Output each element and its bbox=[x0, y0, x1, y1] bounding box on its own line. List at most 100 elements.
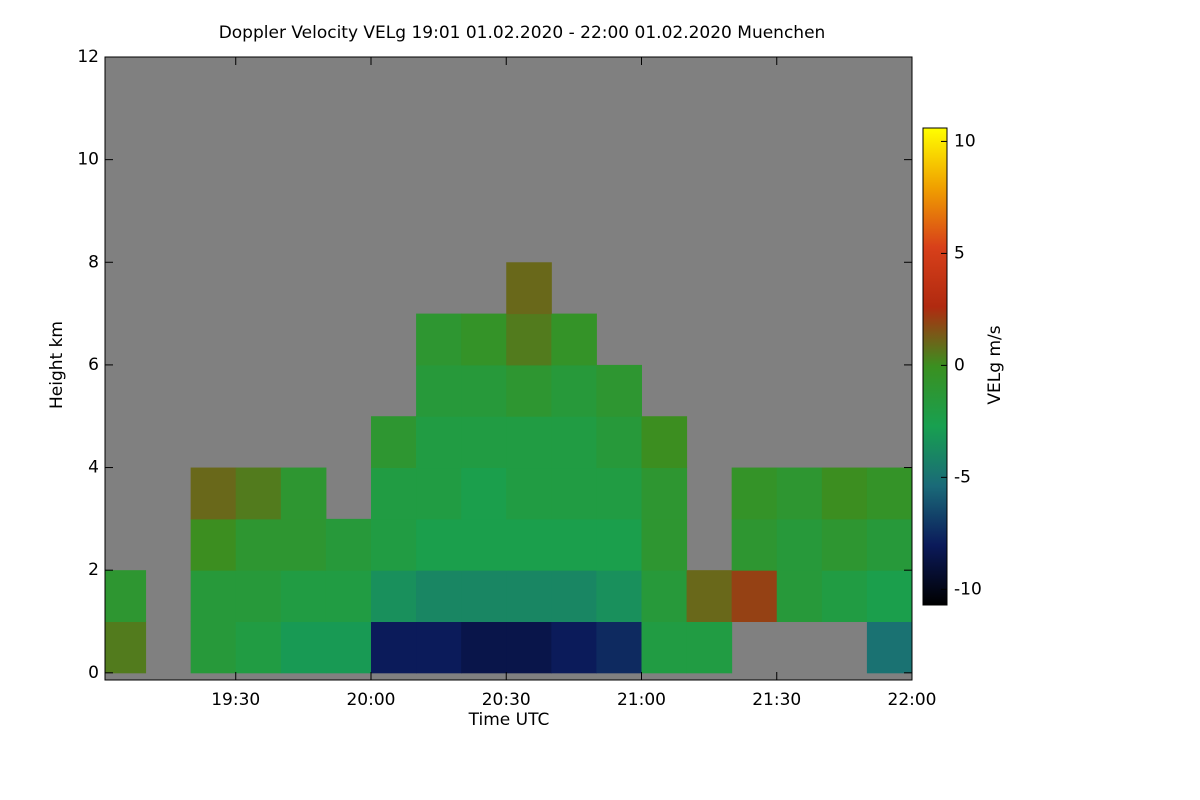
heatmap-cell bbox=[776, 518, 823, 571]
heatmap-cell bbox=[551, 467, 597, 520]
heatmap-cell bbox=[235, 467, 282, 520]
heatmap-cell bbox=[686, 570, 733, 622]
y-axis-label: Height km bbox=[47, 321, 67, 409]
heatmap-cell bbox=[416, 416, 462, 469]
plot-frame bbox=[104, 56, 913, 681]
colorbar-label: VELg m/s bbox=[985, 325, 1005, 404]
heatmap-cell bbox=[596, 416, 642, 469]
heatmap-cell bbox=[190, 570, 237, 622]
heatmap-cell bbox=[596, 518, 642, 571]
heatmap-cell bbox=[641, 570, 688, 622]
heatmap-cell bbox=[370, 621, 417, 674]
heatmap-cell bbox=[596, 570, 642, 622]
heatmap-cell bbox=[461, 518, 507, 571]
heatmap-cell bbox=[866, 621, 913, 674]
heatmap-cell bbox=[190, 518, 237, 571]
heatmap-cell bbox=[551, 570, 597, 622]
heatmap-cell bbox=[506, 262, 552, 315]
heatmap-cell bbox=[821, 570, 868, 622]
heatmap-cell bbox=[461, 467, 507, 520]
heatmap-cell bbox=[370, 570, 417, 622]
heatmap-cell bbox=[821, 467, 868, 520]
heatmap-cell bbox=[641, 467, 688, 520]
heatmap-cell bbox=[506, 570, 552, 622]
heatmap-cell bbox=[866, 467, 913, 520]
heatmap-cell bbox=[235, 621, 282, 674]
heatmap-cell bbox=[506, 518, 552, 571]
heatmap-cell bbox=[731, 467, 778, 520]
heatmap-cell bbox=[416, 518, 462, 571]
y-tick-label: 4 bbox=[88, 458, 99, 478]
heatmap-cell bbox=[596, 364, 642, 417]
heatmap-cell bbox=[596, 467, 642, 520]
heatmap-cell bbox=[235, 570, 282, 622]
y-tick-label: 6 bbox=[88, 355, 99, 375]
heatmap-cell bbox=[416, 467, 462, 520]
y-tick-label: 10 bbox=[77, 150, 99, 170]
heatmap-cell bbox=[776, 570, 823, 622]
y-tick-label: 0 bbox=[88, 663, 99, 683]
heatmap-cell bbox=[370, 467, 417, 520]
x-tick-label: 20:00 bbox=[346, 690, 395, 710]
x-axis-label: Time UTC bbox=[468, 710, 550, 730]
heatmap-cell bbox=[280, 467, 327, 520]
colorbar-tick-label: 10 bbox=[954, 131, 976, 151]
heatmap-cell bbox=[461, 621, 507, 674]
heatmap-cell bbox=[686, 621, 733, 674]
y-tick-label: 2 bbox=[88, 560, 99, 580]
x-tick-label: 20:30 bbox=[482, 690, 531, 710]
colorbar-tick-label: 5 bbox=[954, 243, 965, 263]
heatmap-cell bbox=[416, 313, 462, 366]
heatmap-cell bbox=[506, 364, 552, 417]
heatmap-cell bbox=[370, 416, 417, 469]
heatmap-cell bbox=[461, 364, 507, 417]
heatmap-cell bbox=[325, 518, 372, 571]
heatmap-cell bbox=[866, 570, 913, 622]
heatmap-cell bbox=[641, 416, 688, 469]
x-tick-label: 21:30 bbox=[752, 690, 801, 710]
heatmap-cell bbox=[461, 570, 507, 622]
heatmap-cell bbox=[731, 518, 778, 571]
heatmap-cell bbox=[731, 570, 778, 622]
chart-title: Doppler Velocity VELg 19:01 01.02.2020 -… bbox=[219, 23, 826, 43]
heatmap-cell bbox=[370, 518, 417, 571]
heatmap-cell bbox=[105, 570, 147, 622]
heatmap-cell bbox=[235, 518, 282, 571]
heatmap-cell bbox=[866, 518, 913, 571]
heatmap-cell bbox=[596, 621, 642, 674]
heatmap-cell bbox=[551, 364, 597, 417]
colorbar-tick-label: 0 bbox=[954, 355, 965, 375]
colorbar-tick-label: -5 bbox=[954, 467, 971, 487]
heatmap-cell bbox=[325, 570, 372, 622]
heatmap-cell bbox=[190, 467, 237, 520]
heatmap-cell bbox=[506, 313, 552, 366]
colorbar-tick-label: -10 bbox=[954, 579, 982, 599]
heatmap-cell bbox=[641, 518, 688, 571]
heatmap-cell bbox=[506, 467, 552, 520]
heatmap-cell bbox=[551, 313, 597, 366]
heatmap-cell bbox=[416, 364, 462, 417]
x-tick-label: 19:30 bbox=[211, 690, 260, 710]
heatmap-cell bbox=[416, 621, 462, 674]
heatmap-cell bbox=[280, 621, 327, 674]
x-tick-label: 21:00 bbox=[617, 690, 666, 710]
heatmap-cell bbox=[641, 621, 688, 674]
heatmap-cell bbox=[461, 416, 507, 469]
heatmap-cell bbox=[551, 416, 597, 469]
heatmap-cell bbox=[325, 621, 372, 674]
heatmap-cell bbox=[416, 570, 462, 622]
heatmap-cell bbox=[280, 570, 327, 622]
heatmap-cell bbox=[105, 621, 147, 674]
heatmap-cell bbox=[821, 518, 868, 571]
heatmap-cell bbox=[776, 467, 823, 520]
heatmap-cell bbox=[551, 518, 597, 571]
heatmap-cell bbox=[190, 621, 237, 674]
heatmap-cell bbox=[506, 621, 552, 674]
heatmap-cell bbox=[551, 621, 597, 674]
heatmap-cell bbox=[461, 313, 507, 366]
x-tick-label: 22:00 bbox=[888, 690, 937, 710]
heatmap-cell bbox=[506, 416, 552, 469]
heatmap-cell bbox=[280, 518, 327, 571]
